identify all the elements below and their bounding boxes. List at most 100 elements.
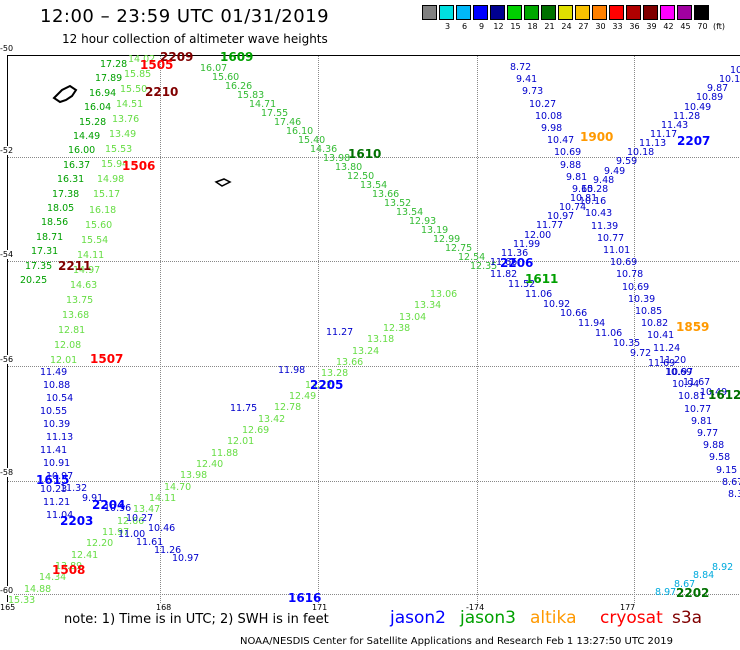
swh-value: 8.72 <box>510 62 532 73</box>
swh-value: 12.81 <box>58 325 86 336</box>
swh-value: 15.17 <box>93 189 121 200</box>
swh-value: 10.66 <box>560 308 588 319</box>
swh-value: 11.77 <box>536 220 564 231</box>
swh-value: 11.43 <box>661 120 689 131</box>
swh-value: 10.46 <box>148 523 176 534</box>
swh-value: 11.01 <box>603 245 631 256</box>
swh-value: 13.76 <box>112 114 140 125</box>
colorbar-swatch <box>541 5 556 20</box>
swh-value: 12.69 <box>242 425 270 436</box>
swh-value: 10.77 <box>684 404 712 415</box>
swh-value: 13.72 <box>305 380 333 391</box>
swh-value: 15.94 <box>101 159 129 170</box>
swh-value: 11.69 <box>648 358 676 369</box>
colorbar-tick-label: 3 <box>444 22 451 31</box>
swh-value: 10.23 <box>40 484 68 495</box>
swh-value: 13.66 <box>372 189 400 200</box>
swh-value: 12.49 <box>289 391 317 402</box>
swh-value: 13.42 <box>258 414 286 425</box>
pass-label: 2204 <box>92 498 126 512</box>
swh-value: 10.69 <box>610 257 638 268</box>
colorbar-swatch <box>524 5 539 20</box>
swh-value: 15.40 <box>298 135 326 146</box>
swh-value: 10.94 <box>672 379 700 390</box>
pass-label: 2206 <box>500 256 534 270</box>
parallel-gridline <box>8 261 740 262</box>
pass-label: 2210 <box>145 85 179 99</box>
colorbar-swatch <box>677 5 692 20</box>
swh-value: 10.18 <box>627 147 655 158</box>
parallel-gridline <box>8 594 740 595</box>
swh-value: 17.31 <box>31 246 59 257</box>
swh-value: 18.56 <box>41 217 69 228</box>
swh-value: 11.41 <box>40 445 68 456</box>
swh-value: 14.49 <box>73 131 101 142</box>
swh-value: 9.41 <box>516 74 538 85</box>
pass-label: 1609 <box>220 50 254 64</box>
swh-value: 9.81 <box>691 416 713 427</box>
swh-value: 10.17 <box>719 74 740 85</box>
swh-value: 12.54 <box>458 252 486 263</box>
credit-line: NOAA/NESDIS Center for Satellite Applica… <box>240 636 673 647</box>
swh-value: 11.24 <box>653 343 681 354</box>
swh-value: 10.27 <box>529 99 557 110</box>
colorbar-swatch <box>558 5 573 20</box>
swh-value: 15.60 <box>85 220 113 231</box>
swh-value: 8.39 <box>728 489 740 500</box>
swh-value: 12.66 <box>117 516 145 527</box>
swh-value: 16.26 <box>225 81 253 92</box>
swh-value: 11.61 <box>136 537 164 548</box>
colorbar-unit: (ft) <box>713 22 726 31</box>
swh-value: 10.41 <box>647 330 675 341</box>
swh-value: 10.69 <box>554 147 582 158</box>
swh-value: 11.13 <box>639 138 667 149</box>
swh-value: 11.52 <box>508 279 536 290</box>
longitude-label: -174 <box>466 603 485 612</box>
swh-value: 10.85 <box>635 306 663 317</box>
colorbar-tick-label: 70 <box>697 22 708 31</box>
legend-jason3: jason3 <box>460 608 516 628</box>
swh-value: 20.25 <box>20 275 48 286</box>
swh-value: 13.68 <box>62 310 90 321</box>
swh-value: 10.69 <box>665 367 693 378</box>
map-panel <box>7 55 740 603</box>
swh-value: 11.06 <box>525 289 553 300</box>
swh-value: 13.04 <box>399 312 427 323</box>
swh-value: 9.77 <box>697 428 719 439</box>
swh-value: 11.66 <box>490 257 518 268</box>
pass-label: 1612 <box>708 388 740 402</box>
pass-label: 2205 <box>310 378 344 392</box>
swh-value: 13.28 <box>321 368 349 379</box>
swh-value: 13.80 <box>335 162 363 173</box>
swh-value: 10.35 <box>613 338 641 349</box>
swh-value: 13.89 <box>55 561 83 572</box>
swh-value: 13.49 <box>109 129 137 140</box>
swh-value: 10.92 <box>543 299 571 310</box>
swh-value: 9.87 <box>707 83 729 94</box>
swh-value: 13.34 <box>414 300 442 311</box>
colorbar-swatch <box>626 5 641 20</box>
swh-value: 17.35 <box>25 261 53 272</box>
swh-value: 9.72 <box>630 348 652 359</box>
swh-value: 11.27 <box>326 327 354 338</box>
meridian-gridline <box>477 56 478 603</box>
swh-value: 9.88 <box>560 160 582 171</box>
latitude-label: -56 <box>0 355 14 364</box>
swh-value: 13.54 <box>396 207 424 218</box>
swh-value: 9.59 <box>616 156 638 167</box>
swh-value: 10.97 <box>666 367 694 378</box>
swh-value: 11.39 <box>591 221 619 232</box>
swh-value: 10.54 <box>46 393 74 404</box>
swh-value: 10.72 <box>730 65 740 76</box>
footnote: note: 1) Time is in UTC; 2) SWH is in fe… <box>64 612 329 627</box>
swh-value: 14.02 <box>128 54 156 65</box>
swh-value: 8.92 <box>712 562 734 573</box>
colorbar-tick-label: 24 <box>561 22 572 31</box>
swh-value: 12.40 <box>196 459 224 470</box>
swh-value: 10.43 <box>585 208 613 219</box>
colorbar-swatch <box>490 5 505 20</box>
swh-value: 9.49 <box>604 166 626 177</box>
swh-value: 17.89 <box>95 73 123 84</box>
swh-value: 15.33 <box>8 595 36 606</box>
